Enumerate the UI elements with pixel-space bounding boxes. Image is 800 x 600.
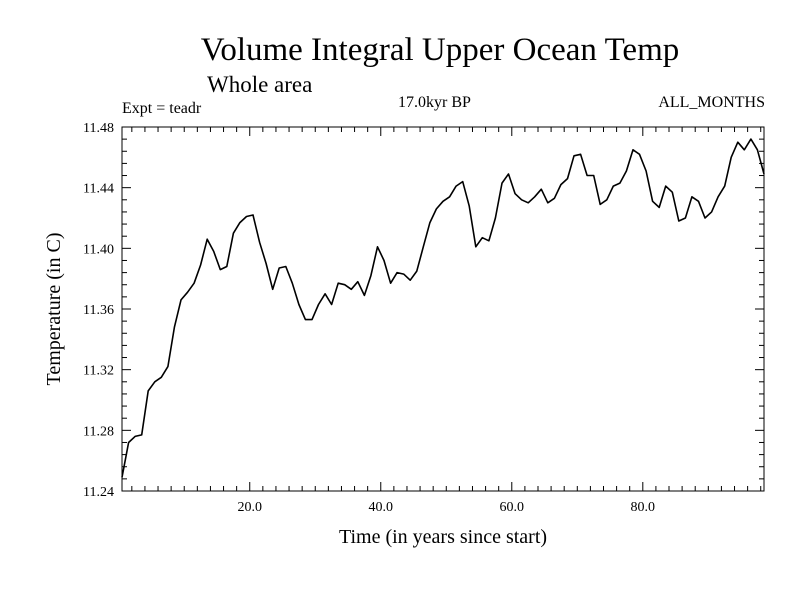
- y-tick-label: 11.40: [83, 242, 114, 257]
- y-tick-label: 11.48: [83, 121, 114, 136]
- y-tick-label: 11.32: [83, 364, 114, 379]
- chart-title: Volume Integral Upper Ocean Temp: [200, 32, 680, 68]
- y-tick-label: 11.44: [83, 182, 114, 197]
- y-tick-label: 11.24: [83, 485, 114, 500]
- chart-subtitle: Whole area: [207, 72, 313, 97]
- y-tick-label: 11.28: [83, 424, 114, 439]
- x-tick-label: 60.0: [500, 500, 525, 515]
- months-label: ALL_MONTHS: [658, 94, 765, 111]
- x-tick-label: 20.0: [237, 500, 262, 515]
- x-tick-label: 80.0: [631, 500, 656, 515]
- plot-frame: [121, 126, 765, 492]
- period-label: 17.0kyr BP: [398, 94, 471, 111]
- tick-labels: 20.0 40.0 60.0 80.0 11.24 11.28 11.32 11.36 11.4…: [83, 121, 655, 515]
- experiment-label: Expt = teadr: [122, 100, 202, 117]
- x-tick-label: 40.0: [369, 500, 394, 515]
- temperature-series-line: [121, 138, 765, 478]
- y-tick-label: 11.36: [83, 303, 114, 318]
- tick-marks: [122, 127, 764, 491]
- x-axis-label: Time (in years since start): [339, 526, 547, 548]
- y-axis-label: Temperature (in C): [43, 233, 65, 386]
